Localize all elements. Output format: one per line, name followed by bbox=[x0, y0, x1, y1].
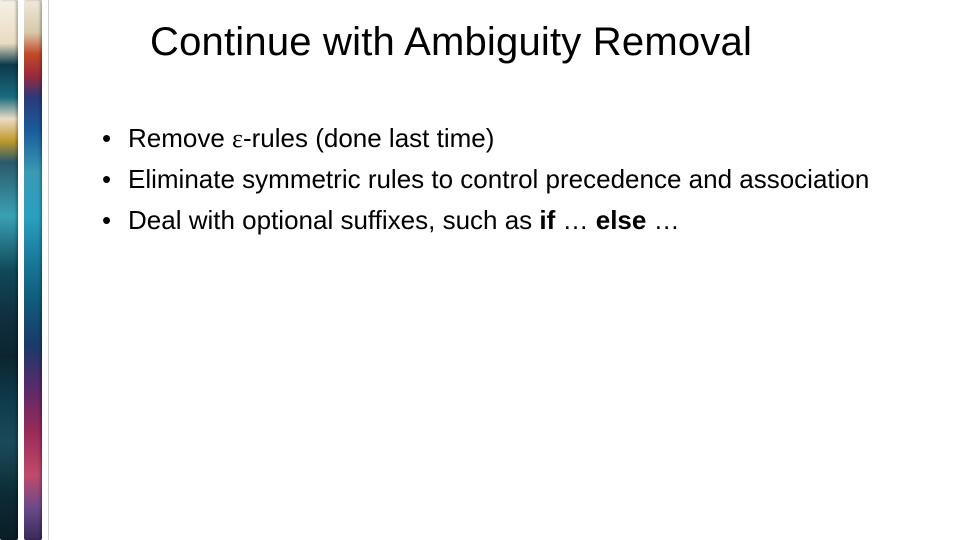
text: … bbox=[646, 205, 679, 235]
text: … bbox=[555, 205, 595, 235]
decorative-side-strips bbox=[0, 0, 60, 540]
list-item: Eliminate symmetric rules to control pre… bbox=[96, 162, 936, 197]
keyword-if: if bbox=[539, 205, 555, 235]
slide: Continue with Ambiguity Removal Remove ε… bbox=[0, 0, 960, 540]
slide-title: Continue with Ambiguity Removal bbox=[150, 20, 936, 65]
list-item: Remove ε-rules (done last time) bbox=[96, 121, 936, 156]
decorative-strip bbox=[24, 0, 42, 540]
text: Eliminate symmetric rules to control pre… bbox=[128, 164, 869, 194]
slide-content: Continue with Ambiguity Removal Remove ε… bbox=[96, 20, 936, 244]
decorative-strip bbox=[0, 0, 18, 540]
decorative-strip bbox=[48, 0, 49, 540]
keyword-else: else bbox=[596, 205, 647, 235]
text: -rules (done last time) bbox=[243, 123, 494, 153]
bullet-list: Remove ε-rules (done last time) Eliminat… bbox=[96, 121, 936, 238]
list-item: Deal with optional suffixes, such as if … bbox=[96, 203, 936, 238]
text: Deal with optional suffixes, such as bbox=[128, 205, 539, 235]
epsilon-symbol: ε bbox=[232, 124, 243, 153]
text: Remove bbox=[128, 123, 232, 153]
